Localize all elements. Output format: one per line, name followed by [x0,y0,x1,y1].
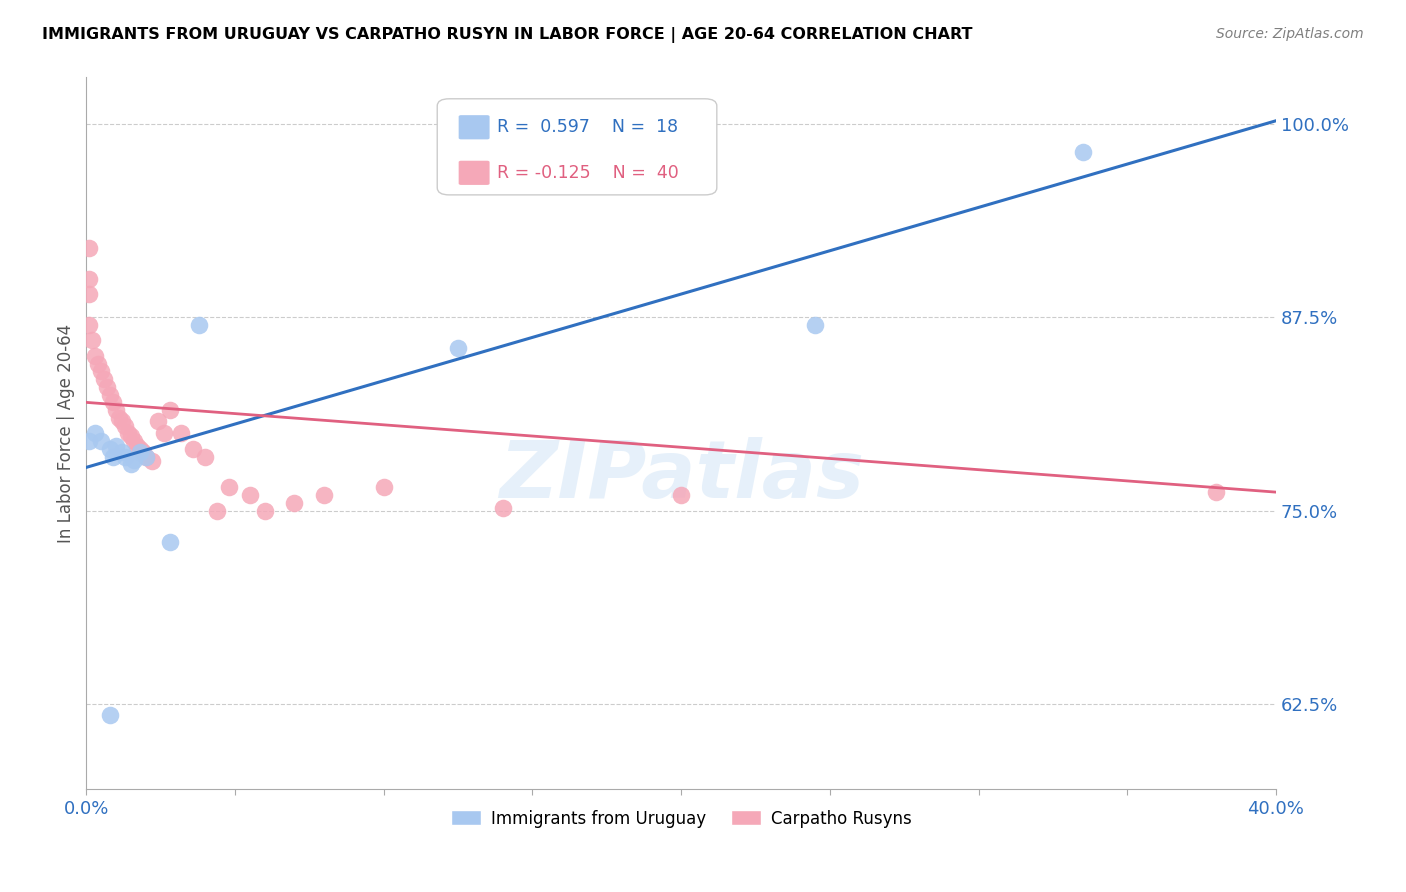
Point [105,439,128,453]
Point [114,450,136,464]
Point [314,488,336,502]
Point [188,318,211,332]
Point [90,364,112,378]
Point [669,488,692,502]
Point [77,271,100,285]
Point [84,426,107,441]
Point [135,450,157,464]
Point [1205,485,1227,500]
Point [114,418,136,433]
Point [253,504,276,518]
Point [122,434,145,448]
Point [120,429,142,443]
Point [492,500,515,515]
Point [152,426,174,441]
Point [135,450,157,464]
Point [122,452,145,467]
Point [218,481,240,495]
Point [77,241,100,255]
Point [87,357,110,371]
FancyBboxPatch shape [458,115,489,139]
Text: IMMIGRANTS FROM URUGUAY VS CARPATHO RUSYN IN LABOR FORCE | AGE 20-64 CORRELATION: IMMIGRANTS FROM URUGUAY VS CARPATHO RUSY… [42,27,973,43]
Point [105,403,128,417]
Point [108,410,131,425]
Point [125,439,148,453]
Text: R =  0.597    N =  18: R = 0.597 N = 18 [496,119,678,136]
Point [101,395,124,409]
Point [96,380,118,394]
Point [373,481,395,495]
Point [283,496,305,510]
Point [98,387,121,401]
Point [132,445,155,459]
Point [84,349,107,363]
Point [128,442,150,456]
Point [146,414,169,428]
Point [120,457,142,471]
Point [205,504,228,518]
Y-axis label: In Labor Force | Age 20-64: In Labor Force | Age 20-64 [58,324,75,543]
Point [170,426,193,441]
Point [194,450,217,464]
Point [159,403,181,417]
Point [183,442,205,456]
Point [111,445,134,459]
Point [1071,145,1094,159]
Point [98,442,121,456]
Point [239,488,262,502]
Point [77,434,100,448]
Point [447,341,470,355]
Point [77,318,100,332]
FancyBboxPatch shape [458,161,489,185]
Point [141,454,163,468]
Point [117,426,139,441]
Point [90,434,112,448]
Text: ZIPatlas: ZIPatlas [499,437,863,515]
Point [98,708,121,723]
FancyBboxPatch shape [437,99,717,194]
Point [804,318,827,332]
Point [93,372,115,386]
Point [111,414,134,428]
Point [82,334,104,348]
Text: Source: ZipAtlas.com: Source: ZipAtlas.com [1216,27,1364,41]
Text: R = -0.125    N =  40: R = -0.125 N = 40 [496,164,679,182]
Point [101,450,124,464]
Point [128,445,150,459]
Point [77,287,100,301]
Point [159,534,181,549]
Legend: Immigrants from Uruguay, Carpatho Rusyns: Immigrants from Uruguay, Carpatho Rusyns [444,803,918,834]
